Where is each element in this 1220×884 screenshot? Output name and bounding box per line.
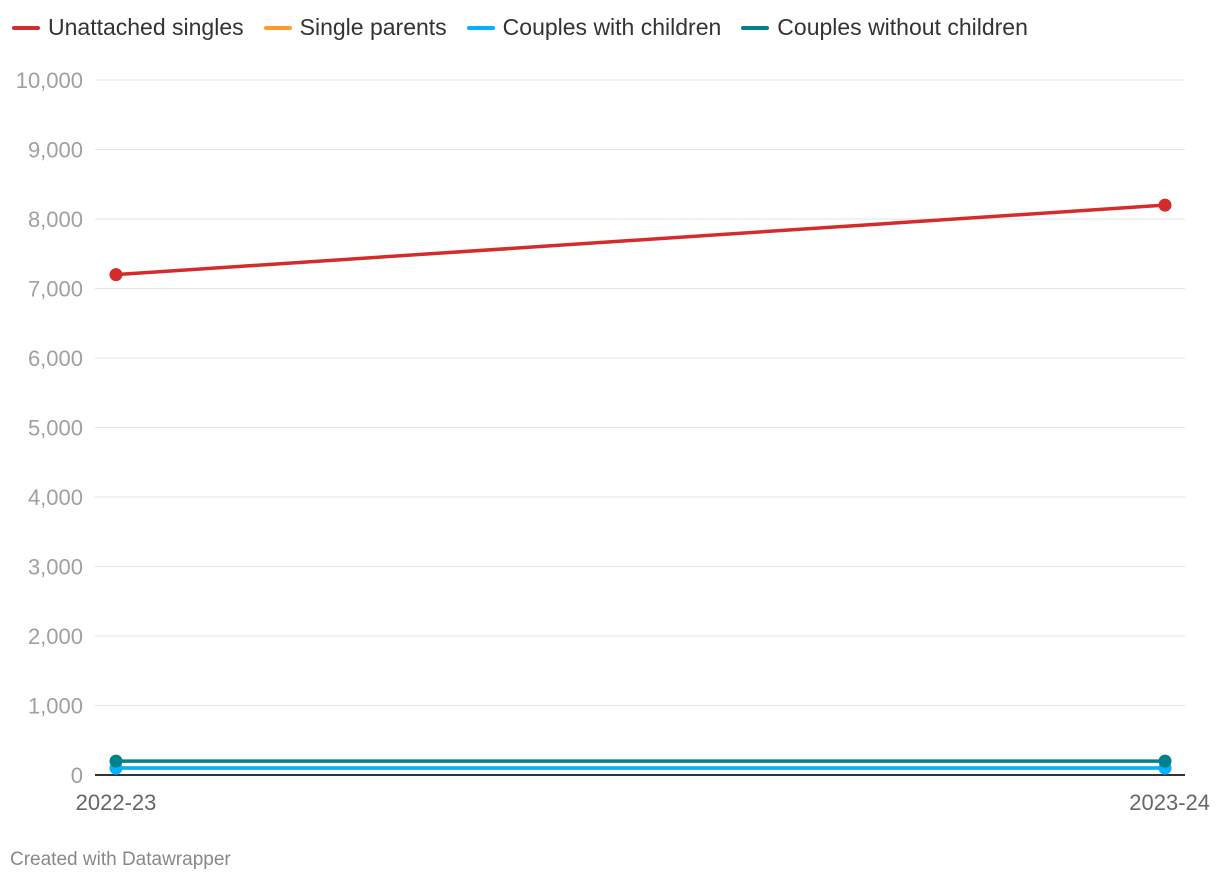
y-tick-label: 9,000 [28, 138, 83, 163]
data-point [109, 754, 123, 768]
y-tick-label: 10,000 [16, 68, 83, 93]
y-tick-label: 5,000 [28, 416, 83, 441]
legend-label: Couples without children [777, 14, 1028, 40]
y-tick-label: 7,000 [28, 277, 83, 302]
x-tick-label: 2023-24 [1129, 790, 1210, 815]
legend-swatch [466, 25, 495, 30]
y-tick-label: 1,000 [28, 694, 83, 719]
y-tick-label: 3,000 [28, 555, 83, 580]
legend-item: Couples without children [741, 14, 1028, 41]
y-tick-label: 2,000 [28, 624, 83, 649]
y-tick-label: 8,000 [28, 207, 83, 232]
y-tick-label: 4,000 [28, 485, 83, 510]
legend-item: Unattached singles [12, 14, 244, 41]
series-line [114, 203, 1167, 277]
legend: Unattached singles Single parents Couples … [12, 14, 1028, 41]
data-point [1158, 754, 1172, 768]
data-point [1158, 198, 1172, 212]
legend-label: Unattached singles [48, 14, 244, 40]
legend-item: Single parents [263, 14, 447, 41]
credit-text: Created with Datawrapper [10, 849, 231, 870]
legend-swatch [741, 25, 770, 30]
legend-swatch [263, 25, 292, 30]
legend-label: Single parents [299, 14, 447, 40]
y-tick-label: 6,000 [28, 346, 83, 371]
legend-label: Couples with children [502, 14, 722, 40]
legend-item: Couples with children [466, 14, 722, 41]
y-tick-label: 0 [71, 763, 83, 788]
data-point [109, 268, 123, 282]
legend-swatch [12, 25, 40, 30]
x-tick-label: 2022-23 [76, 790, 157, 815]
